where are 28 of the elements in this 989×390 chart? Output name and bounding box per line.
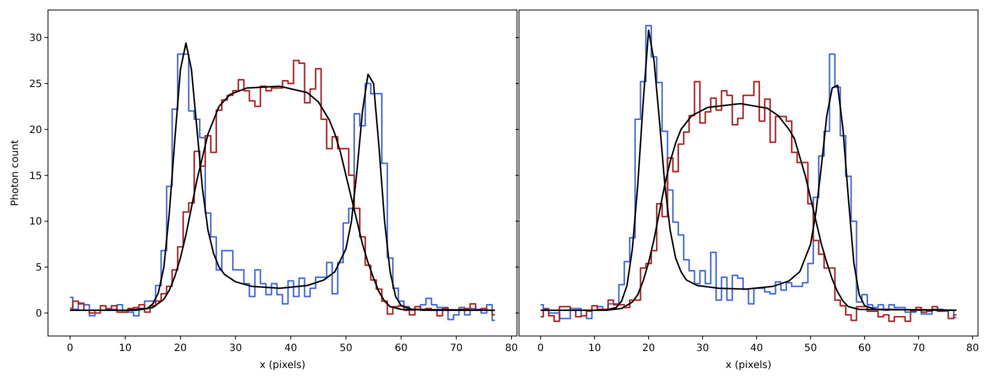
x-axis-title: x (pixels) [260, 360, 306, 371]
x-tick-label: 10 [118, 343, 132, 354]
x-tick-label: 40 [750, 343, 763, 354]
x-tick-label: 50 [340, 343, 352, 354]
x-tick-label: 70 [450, 343, 463, 354]
x-tick-label: 60 [394, 343, 408, 354]
x-tick-label: 30 [696, 343, 709, 354]
x-tick-label: 40 [284, 343, 298, 354]
y-tick-label: 10 [29, 216, 42, 228]
y-tick-label: 5 [36, 262, 42, 274]
x-tick-label: 0 [537, 343, 544, 354]
y-tick-label: 20 [29, 124, 42, 136]
x-tick-label: 70 [912, 343, 925, 354]
y-tick-label: 0 [36, 308, 42, 320]
x-tick-label: 10 [588, 343, 601, 354]
y-tick-label: 15 [29, 170, 42, 182]
x-axis-title: x (pixels) [726, 360, 772, 371]
y-tick-label: 30 [29, 33, 42, 44]
x-tick-label: 20 [174, 343, 187, 354]
x-tick-label: 30 [229, 343, 242, 354]
y-tick-label: 25 [29, 78, 42, 90]
x-tick-label: 80 [966, 343, 979, 354]
x-tick-label: 80 [505, 343, 518, 354]
x-tick-label: 60 [858, 343, 871, 354]
y-axis-title: Photon count [10, 140, 21, 206]
x-tick-label: 50 [804, 343, 817, 354]
x-tick-label: 0 [66, 343, 74, 354]
x-tick-label: 20 [642, 343, 655, 354]
